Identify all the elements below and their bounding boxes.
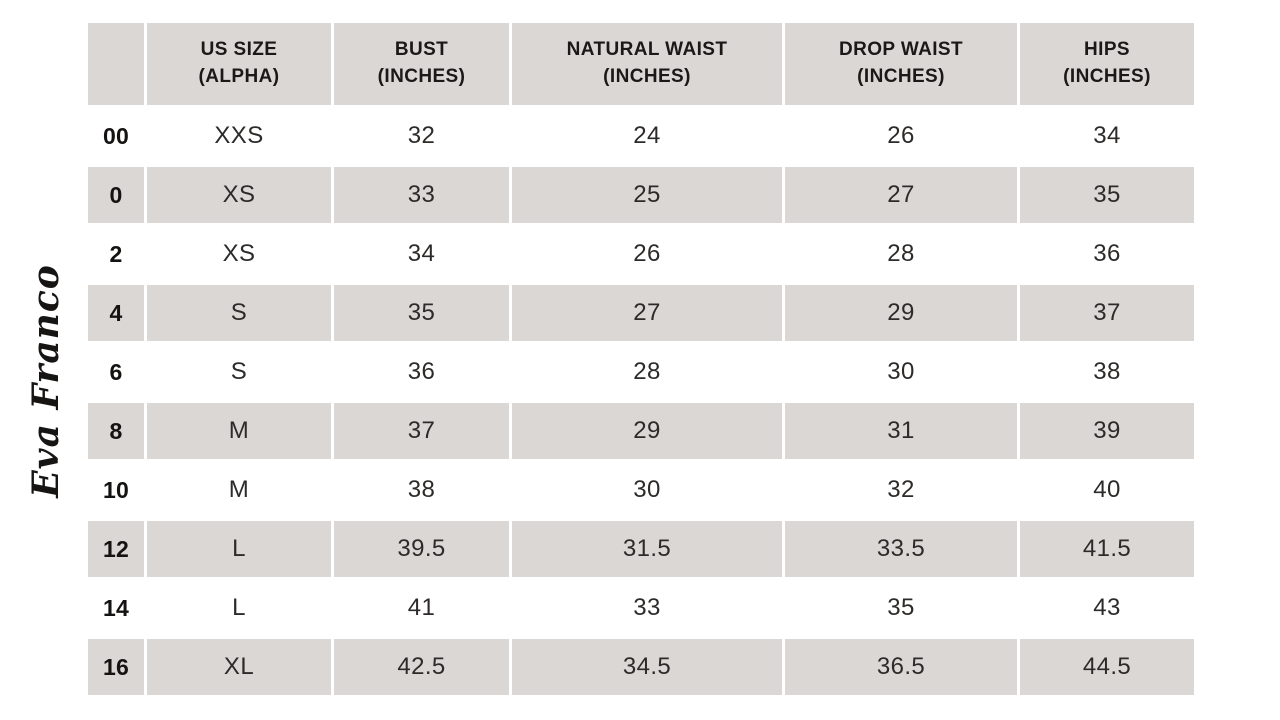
cell-bust: 37 bbox=[334, 403, 509, 459]
table-row: 6 S 36 28 30 38 bbox=[88, 344, 1194, 400]
cell-bust: 38 bbox=[334, 462, 509, 518]
cell-us-size: 4 bbox=[88, 285, 144, 341]
cell-hips: 34 bbox=[1020, 108, 1194, 164]
cell-natural-waist: 26 bbox=[512, 226, 782, 282]
cell-drop-waist: 28 bbox=[785, 226, 1017, 282]
corner-cell bbox=[88, 23, 144, 105]
header-line-2: (INCHES) bbox=[377, 66, 466, 87]
cell-alpha: S bbox=[147, 344, 331, 400]
cell-hips: 37 bbox=[1020, 285, 1194, 341]
cell-drop-waist: 29 bbox=[785, 285, 1017, 341]
cell-drop-waist: 27 bbox=[785, 167, 1017, 223]
cell-natural-waist: 27 bbox=[512, 285, 782, 341]
cell-natural-waist: 30 bbox=[512, 462, 782, 518]
cell-us-size: 12 bbox=[88, 521, 144, 577]
cell-us-size: 2 bbox=[88, 226, 144, 282]
cell-us-size: 0 bbox=[88, 167, 144, 223]
table-row: 12 L 39.5 31.5 33.5 41.5 bbox=[88, 521, 1194, 577]
table-row: 14 L 41 33 35 43 bbox=[88, 580, 1194, 636]
cell-natural-waist: 25 bbox=[512, 167, 782, 223]
col-header-bust: BUST (INCHES) bbox=[334, 23, 509, 105]
cell-hips: 36 bbox=[1020, 226, 1194, 282]
table-row: 16 XL 42.5 34.5 36.5 44.5 bbox=[88, 639, 1194, 695]
header-line-2: (INCHES) bbox=[1063, 66, 1151, 87]
brand-logo-text: Eva Franco bbox=[25, 264, 67, 498]
cell-natural-waist: 34.5 bbox=[512, 639, 782, 695]
cell-us-size: 8 bbox=[88, 403, 144, 459]
cell-natural-waist: 29 bbox=[512, 403, 782, 459]
header-line-1: NATURAL WAIST bbox=[566, 39, 728, 61]
cell-bust: 39.5 bbox=[334, 521, 509, 577]
header-line-2: (ALPHA) bbox=[198, 66, 280, 87]
table-row: 00 XXS 32 24 26 34 bbox=[88, 108, 1194, 164]
cell-drop-waist: 26 bbox=[785, 108, 1017, 164]
cell-hips: 39 bbox=[1020, 403, 1194, 459]
cell-natural-waist: 28 bbox=[512, 344, 782, 400]
header-line-1: US SIZE bbox=[200, 39, 278, 61]
cell-alpha: S bbox=[147, 285, 331, 341]
cell-us-size: 14 bbox=[88, 580, 144, 636]
cell-alpha: M bbox=[147, 462, 331, 518]
cell-bust: 36 bbox=[334, 344, 509, 400]
cell-drop-waist: 35 bbox=[785, 580, 1017, 636]
cell-natural-waist: 33 bbox=[512, 580, 782, 636]
cell-bust: 34 bbox=[334, 226, 509, 282]
cell-us-size: 6 bbox=[88, 344, 144, 400]
size-chart-table: US SIZE (ALPHA) BUST (INCHES) NATURAL WA… bbox=[85, 20, 1197, 698]
cell-hips: 41.5 bbox=[1020, 521, 1194, 577]
cell-hips: 43 bbox=[1020, 580, 1194, 636]
cell-us-size: 00 bbox=[88, 108, 144, 164]
cell-bust: 32 bbox=[334, 108, 509, 164]
cell-alpha: XL bbox=[147, 639, 331, 695]
table-row: 8 M 37 29 31 39 bbox=[88, 403, 1194, 459]
cell-us-size: 10 bbox=[88, 462, 144, 518]
cell-alpha: XS bbox=[147, 226, 331, 282]
cell-alpha: XXS bbox=[147, 108, 331, 164]
cell-natural-waist: 24 bbox=[512, 108, 782, 164]
cell-drop-waist: 30 bbox=[785, 344, 1017, 400]
cell-bust: 35 bbox=[334, 285, 509, 341]
table-row: 2 XS 34 26 28 36 bbox=[88, 226, 1194, 282]
cell-us-size: 16 bbox=[88, 639, 144, 695]
header-line-1: HIPS bbox=[1084, 39, 1130, 61]
cell-alpha: M bbox=[147, 403, 331, 459]
cell-drop-waist: 33.5 bbox=[785, 521, 1017, 577]
cell-alpha: L bbox=[147, 580, 331, 636]
cell-bust: 41 bbox=[334, 580, 509, 636]
cell-hips: 35 bbox=[1020, 167, 1194, 223]
table-row: 4 S 35 27 29 37 bbox=[88, 285, 1194, 341]
cell-natural-waist: 31.5 bbox=[512, 521, 782, 577]
table-row: 10 M 38 30 32 40 bbox=[88, 462, 1194, 518]
cell-hips: 44.5 bbox=[1020, 639, 1194, 695]
cell-drop-waist: 31 bbox=[785, 403, 1017, 459]
cell-hips: 38 bbox=[1020, 344, 1194, 400]
header-line-1: BUST bbox=[394, 39, 449, 61]
cell-drop-waist: 36.5 bbox=[785, 639, 1017, 695]
cell-drop-waist: 32 bbox=[785, 462, 1017, 518]
header-line-2: (INCHES) bbox=[857, 66, 945, 87]
cell-bust: 33 bbox=[334, 167, 509, 223]
header-line-2: (INCHES) bbox=[603, 66, 691, 87]
brand-logo: Eva Franco bbox=[12, 264, 80, 498]
table-row: 0 XS 33 25 27 35 bbox=[88, 167, 1194, 223]
cell-bust: 42.5 bbox=[334, 639, 509, 695]
header-row: US SIZE (ALPHA) BUST (INCHES) NATURAL WA… bbox=[88, 23, 1194, 105]
col-header-natural-waist: NATURAL WAIST (INCHES) bbox=[512, 23, 782, 105]
header-line-1: DROP WAIST bbox=[839, 39, 963, 61]
col-header-drop-waist: DROP WAIST (INCHES) bbox=[785, 23, 1017, 105]
col-header-hips: HIPS (INCHES) bbox=[1020, 23, 1194, 105]
col-header-us-size-alpha: US SIZE (ALPHA) bbox=[147, 23, 331, 105]
cell-alpha: L bbox=[147, 521, 331, 577]
cell-alpha: XS bbox=[147, 167, 331, 223]
cell-hips: 40 bbox=[1020, 462, 1194, 518]
